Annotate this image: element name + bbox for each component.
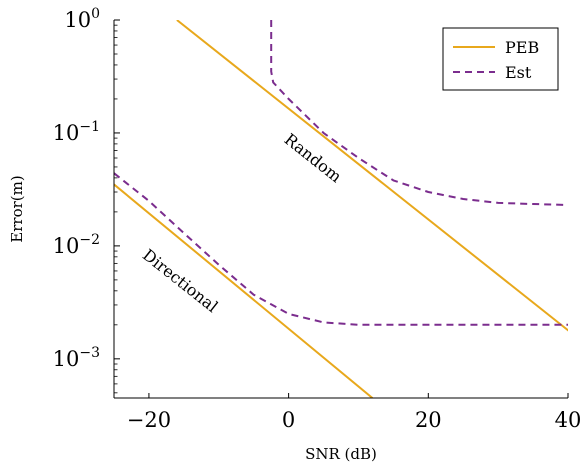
x-axis-title: SNR (dB) [305, 445, 377, 463]
plot-area [114, 20, 568, 398]
series-line-directional-peb [114, 183, 374, 398]
y-tick-label: 10−1 [53, 119, 100, 145]
legend-box [442, 27, 559, 91]
series-line-directional-est [114, 172, 568, 326]
y-tick-label: 100 [64, 6, 100, 32]
x-tick-label: 0 [282, 408, 295, 432]
y-tick-label: 10−3 [53, 345, 100, 371]
y-axis-title: Error(m) [8, 175, 26, 242]
legend-label-est: Est [505, 63, 532, 82]
y-tick-label: 10−2 [53, 232, 100, 258]
x-tick-label: 40 [555, 408, 581, 432]
x-tick-label: 20 [415, 408, 442, 432]
series-line-random-peb [176, 20, 568, 332]
axes: −20 0 20 40 10−3 10−2 10−1 100 [53, 6, 581, 432]
legend-label-peb: PEB [505, 38, 539, 57]
axis-labels: SNR (dB) Error(m) [8, 175, 377, 463]
series-group [114, 20, 568, 398]
series-line-random-est [270, 20, 568, 206]
annotation-random: Random [281, 130, 346, 187]
legend: PEB Est [442, 27, 559, 91]
x-tick-label: −20 [127, 408, 171, 432]
